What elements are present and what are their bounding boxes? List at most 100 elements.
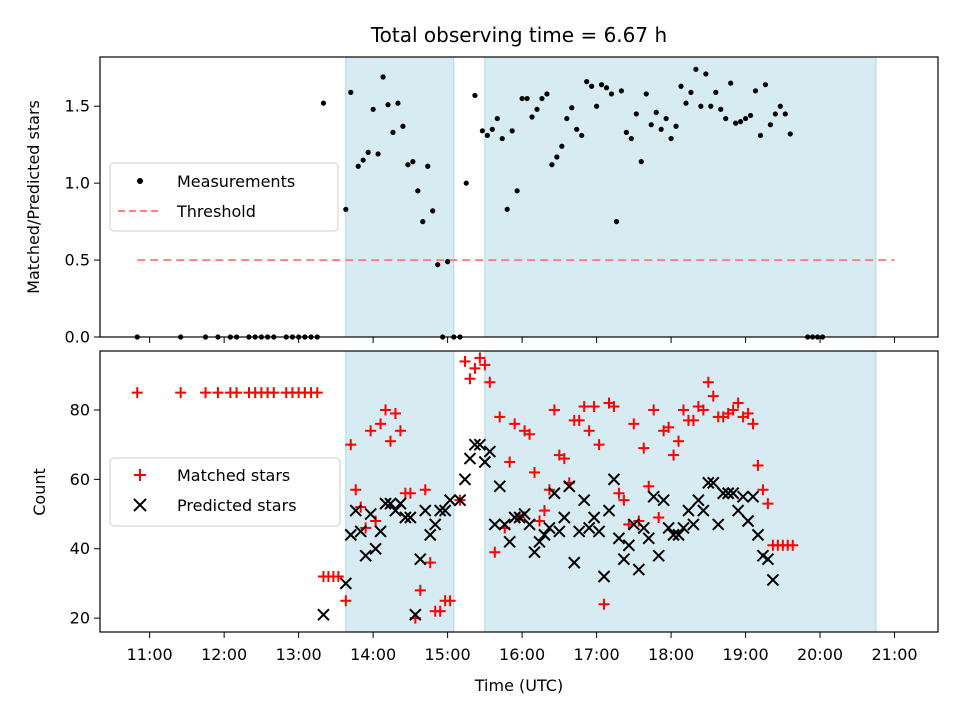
predicted-star-stroke-b [687, 518, 700, 531]
matched-star-point [643, 480, 655, 492]
predicted-star-point [399, 511, 412, 524]
matched-star-point [762, 498, 774, 510]
predicted-star-point [647, 490, 660, 503]
matched-star-point [419, 484, 431, 496]
measurement-point [564, 115, 570, 122]
measurement-point [499, 135, 505, 142]
predicted-star-stroke-b [349, 504, 362, 517]
predicted-star-point [528, 546, 541, 559]
measurement-point [613, 219, 620, 225]
measurement-point [623, 129, 629, 135]
bottom-y-axis-label: Count [30, 468, 49, 516]
x-tick-label: 17:00 [574, 645, 620, 664]
predicted-star-stroke-b [692, 493, 705, 507]
predicted-star-point [533, 535, 546, 549]
measurement-point [648, 122, 654, 128]
top-y-tick-label: 1.5 [65, 97, 90, 116]
predicted-star-point [553, 525, 566, 538]
predicted-star-point [364, 507, 377, 521]
measurement-point [355, 163, 361, 169]
measurement-point [618, 88, 625, 94]
predicted-star-point [443, 493, 457, 507]
matched-star-point [648, 404, 660, 416]
predicted-star-stroke-b [726, 487, 740, 500]
measurement-point [445, 259, 451, 265]
measurement-point [360, 157, 366, 163]
observing-interval-1 [484, 350, 877, 633]
predicted-star-stroke-b [339, 577, 353, 590]
predicted-star-stroke-b [359, 549, 372, 562]
predicted-star-point [339, 577, 353, 590]
bottom-plot-frame [99, 350, 939, 633]
top-x-ticks [149, 337, 896, 343]
predicted-star-stroke-b [458, 473, 472, 486]
measurement-point [633, 111, 639, 117]
x-tick-label: 15:00 [425, 645, 471, 664]
measurement-point [728, 80, 734, 86]
measurement-point [693, 66, 699, 72]
predicted-star-stroke-b [731, 504, 745, 517]
predicted-star-point [587, 511, 601, 524]
predicted-star-point [761, 552, 775, 566]
matched-star-point [380, 404, 392, 416]
x-axis-label: Time (UTC) [474, 676, 563, 695]
matched-star-point [484, 376, 496, 388]
predicted-star-point [518, 507, 531, 521]
matched-star-point [613, 487, 625, 499]
predicted-star-stroke-b [717, 487, 730, 500]
matched-star-point [742, 407, 754, 419]
measurement-point [742, 115, 749, 122]
predicted-star-stroke-b [746, 490, 760, 503]
predicted-star-point [627, 518, 641, 531]
predicted-star-point [473, 438, 487, 451]
matched-star-point [340, 595, 352, 607]
predicted-star-stroke-b [488, 518, 501, 531]
measurement-point [370, 106, 376, 112]
predicted-star-stroke-b [354, 525, 367, 538]
matched-star-point [529, 466, 541, 478]
predicted-star-stroke-b [652, 549, 665, 562]
matched-star-point [727, 404, 739, 416]
measurement-point [463, 180, 469, 186]
predicted-star-point [498, 518, 511, 531]
measurement-point [539, 95, 545, 102]
measurement-point [738, 119, 744, 125]
matched-star-point [212, 387, 224, 399]
matched-star-point [558, 453, 570, 465]
measurement-point [343, 206, 349, 212]
predicted-star-stroke-b [478, 455, 492, 469]
predicted-star-point [369, 542, 382, 555]
predicted-star-stroke-b [399, 511, 412, 524]
measurement-point [653, 109, 659, 115]
predicted-star-point [558, 511, 571, 524]
matched-star-point [504, 456, 516, 468]
measurement-point [504, 206, 510, 212]
predicted-star-point [478, 455, 492, 469]
predicted-star-point [642, 532, 655, 545]
predicted-star-stroke-b [553, 525, 566, 538]
measurement-point [598, 82, 605, 88]
matched-star-point [583, 425, 595, 437]
matched-star-point [747, 418, 759, 430]
predicted-star-point [453, 493, 467, 507]
predicted-star-stroke-b [597, 570, 611, 583]
predicted-star-point [424, 528, 437, 542]
predicted-star-stroke-b [736, 490, 750, 503]
matched-star-point [598, 598, 610, 610]
predicted-star-point [637, 521, 650, 535]
predicted-star-stroke-b [424, 528, 437, 542]
predicted-star-stroke-b [317, 608, 330, 621]
measurement-point [752, 88, 759, 94]
predicted-star-point [582, 521, 596, 535]
counts-layer [131, 352, 799, 624]
matched-star-point [469, 362, 481, 374]
predicted-star-point [721, 487, 735, 500]
measurement-point [514, 188, 520, 194]
legend-measurements-marker [137, 178, 143, 184]
measurement-point [733, 120, 739, 126]
predicted-star-point [726, 487, 740, 500]
matched-star-point [268, 387, 280, 399]
measurement-point [365, 149, 371, 155]
matched-star-point [509, 418, 521, 430]
predicted-star-point [563, 480, 576, 493]
